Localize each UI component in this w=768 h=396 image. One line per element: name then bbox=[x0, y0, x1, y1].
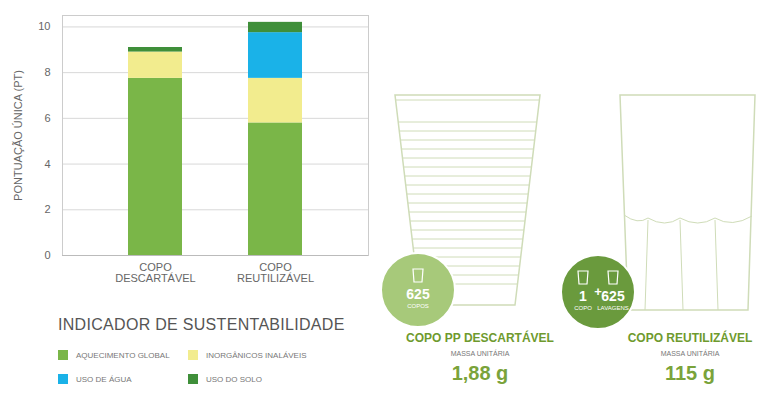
svg-text:COPO REUTILIZÁVEL: COPO REUTILIZÁVEL bbox=[628, 330, 753, 345]
svg-text:625: 625 bbox=[601, 288, 625, 304]
svg-text:LAVAGENS: LAVAGENS bbox=[597, 305, 628, 311]
svg-text:COPODESCARTÁVEL: COPODESCARTÁVEL bbox=[115, 261, 196, 284]
svg-text:1: 1 bbox=[579, 288, 587, 304]
html-text:INDICADOR DE SUSTENTABILIDADE: INDICADOR DE SUSTENTABILIDADE bbox=[58, 316, 345, 333]
svg-text:4: 4 bbox=[44, 158, 50, 170]
svg-text:COPOREUTILIZÁVEL: COPOREUTILIZÁVEL bbox=[237, 261, 314, 284]
svg-text:COPO PP DESCARTÁVEL: COPO PP DESCARTÁVEL bbox=[406, 330, 554, 345]
svg-text:COPO: COPO bbox=[574, 305, 592, 311]
svg-text:MASSA UNITÁRIA: MASSA UNITÁRIA bbox=[661, 349, 720, 357]
svg-text:6: 6 bbox=[44, 112, 50, 124]
html-text:AQUECIMENTO GLOBAL: AQUECIMENTO GLOBAL bbox=[76, 350, 170, 360]
svg-text:115 g: 115 g bbox=[665, 362, 715, 384]
svg-text:625: 625 bbox=[406, 286, 430, 302]
html-text:USO DO SOLO: USO DO SOLO bbox=[206, 374, 262, 384]
svg-text:1,88 g: 1,88 g bbox=[452, 362, 509, 384]
html-text:INORGÂNICOS INALÁVEIS: INORGÂNICOS INALÁVEIS bbox=[206, 350, 307, 360]
svg-text:0: 0 bbox=[44, 249, 50, 261]
svg-text:PONTUAÇÃO ÚNICA (PT): PONTUAÇÃO ÚNICA (PT) bbox=[12, 70, 24, 201]
svg-text:COPOS: COPOS bbox=[407, 303, 429, 309]
svg-text:2: 2 bbox=[44, 203, 50, 215]
html-text:USO DE ÁGUA: USO DE ÁGUA bbox=[76, 374, 132, 384]
svg-text:MASSA UNITÁRIA: MASSA UNITÁRIA bbox=[451, 349, 510, 357]
svg-text:10: 10 bbox=[38, 20, 50, 32]
svg-text:8: 8 bbox=[44, 66, 50, 78]
